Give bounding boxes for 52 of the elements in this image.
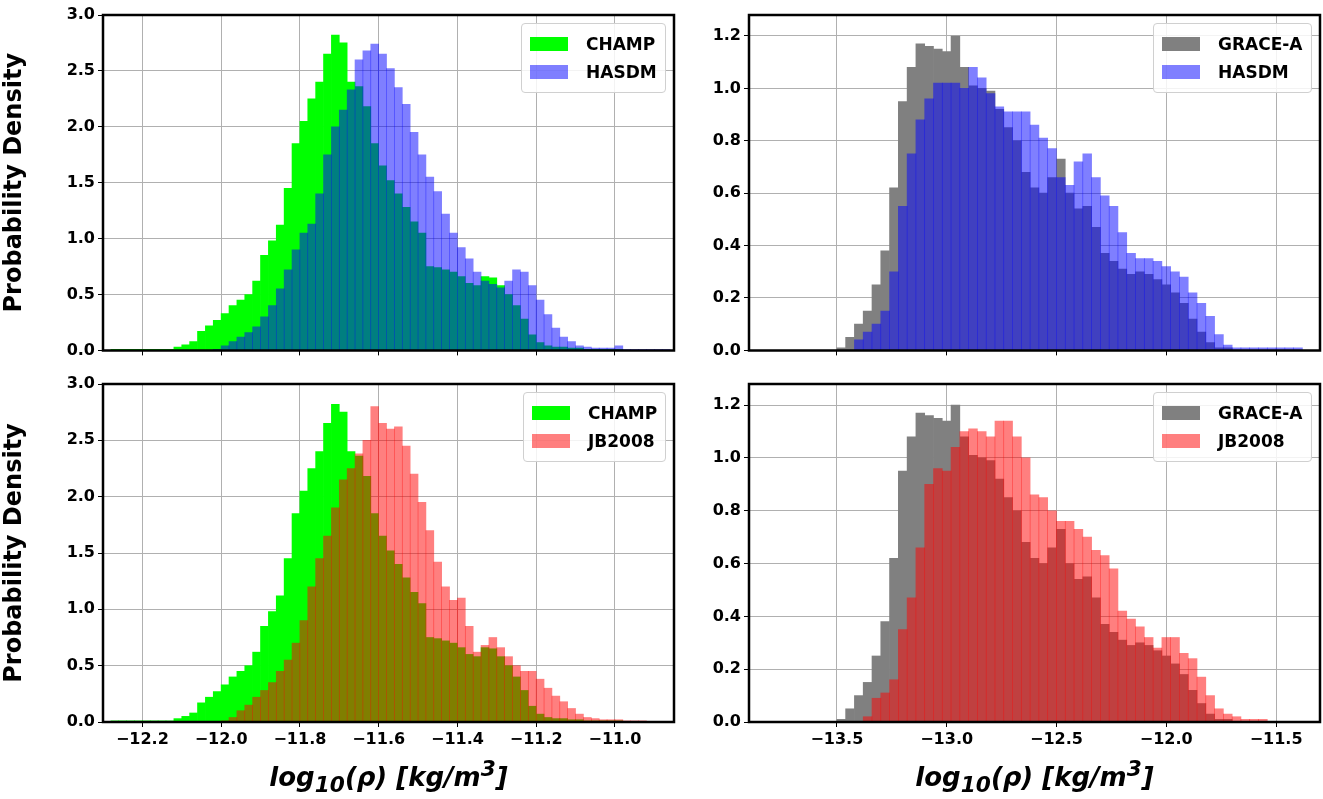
legend-label: GRACE-A <box>1218 403 1303 423</box>
y-tick-label: 0.4 <box>712 605 741 625</box>
y-tick-label: 0.6 <box>712 182 741 202</box>
legend-label: HASDM <box>1218 62 1289 82</box>
y-tick-label: 0.0 <box>712 339 741 359</box>
y-tick-label: 2.0 <box>66 485 95 505</box>
y-tick-label: 2.5 <box>66 429 95 449</box>
y-tick-label: 1.2 <box>712 25 741 45</box>
x-tick-label: −12.5 <box>1030 728 1083 748</box>
x-tick-label: −12.0 <box>194 728 248 748</box>
legend-label: CHAMP <box>586 34 656 54</box>
x-tick-label: −11.8 <box>273 728 327 748</box>
y-tick-label: 1.5 <box>66 171 95 191</box>
y-tick-label: 3.0 <box>66 4 95 24</box>
x-tick-label: −11.6 <box>352 728 406 748</box>
legend-label: JB2008 <box>1218 431 1285 451</box>
x-tick-label: −12.0 <box>1139 728 1193 748</box>
x-tick-label: −11.4 <box>430 728 484 748</box>
legend-label: CHAMP <box>588 403 658 423</box>
y-tick-label: 0.2 <box>712 658 741 678</box>
y-tick-label: 3.0 <box>66 373 95 393</box>
x-tick-label: −13.5 <box>810 728 864 748</box>
y-tick-label: 0.8 <box>712 129 741 149</box>
y-axis-title: Probability Density <box>0 52 27 313</box>
y-tick-label: 0.0 <box>66 339 95 359</box>
legend-label: GRACE-A <box>1218 34 1303 54</box>
y-tick-label: 1.0 <box>712 447 741 467</box>
y-tick-label: 0.8 <box>712 499 741 519</box>
x-axis-title: log$_{10}$(ρ) [kg/m$^{3}$] <box>915 756 1154 797</box>
y-tick-label: 1.2 <box>712 394 741 414</box>
y-tick-label: 0.4 <box>712 234 741 254</box>
y-tick-label: 2.5 <box>66 60 95 80</box>
y-tick-label: 2.0 <box>66 115 95 135</box>
x-tick-label: −11.2 <box>509 728 563 748</box>
x-tick-label: −11.0 <box>588 728 642 748</box>
y-tick-label: 1.5 <box>66 542 95 562</box>
y-tick-label: 1.0 <box>66 227 95 247</box>
legend-label: JB2008 <box>588 431 655 451</box>
y-tick-label: 1.0 <box>712 77 741 97</box>
y-axis-title: Probability Density <box>0 422 27 683</box>
y-tick-label: 0.6 <box>712 552 741 572</box>
x-tick-label: −13.0 <box>920 728 974 748</box>
y-tick-label: 0.5 <box>66 654 95 674</box>
y-tick-label: 0.5 <box>66 283 95 303</box>
x-tick-label: −11.5 <box>1249 728 1303 748</box>
legend-label: HASDM <box>586 62 657 82</box>
y-tick-label: 0.2 <box>712 287 741 307</box>
y-tick-label: 0.0 <box>66 711 95 731</box>
x-tick-label: −12.2 <box>115 728 169 748</box>
x-axis-title: log$_{10}$(ρ) [kg/m$^{3}$] <box>269 756 508 797</box>
y-tick-label: 1.0 <box>66 598 95 618</box>
y-tick-label: 0.0 <box>712 711 741 731</box>
